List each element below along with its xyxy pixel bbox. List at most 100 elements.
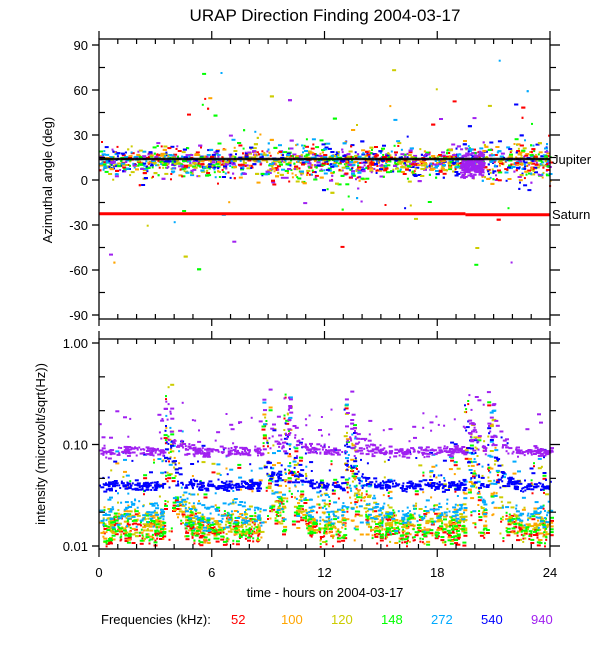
azimuth-point	[348, 163, 352, 166]
intensity-point-120	[527, 528, 529, 531]
intensity-point-120	[348, 486, 351, 489]
intensity-point-100	[350, 501, 353, 504]
intensity-point-148	[164, 504, 168, 507]
intensity-point-100	[520, 521, 523, 524]
intensity-point-272	[109, 496, 113, 499]
intensity-point-120	[305, 509, 308, 512]
intensity-point-148	[545, 536, 548, 539]
azimuth-point	[175, 148, 178, 150]
intensity-point-52	[543, 534, 546, 537]
intensity-point-120	[263, 464, 266, 467]
intensity-point-120	[173, 466, 176, 469]
azimuth-point	[528, 172, 532, 175]
intensity-point-120	[145, 529, 150, 532]
intensity-point-100	[435, 520, 440, 523]
intensity-point-120	[284, 471, 287, 474]
intensity-point-100	[323, 532, 328, 535]
azimuth-point	[316, 164, 321, 167]
intensity-point-120	[410, 515, 415, 518]
azimuth-point	[524, 170, 529, 173]
intensity-point-52	[122, 532, 127, 535]
intensity-point-148	[531, 515, 536, 518]
azimuth-point	[149, 164, 154, 167]
intensity-point-148	[127, 535, 132, 538]
intensity-point-148	[126, 519, 129, 522]
intensity-point-100	[489, 423, 494, 426]
azimuth-point	[305, 138, 308, 141]
intensity-point-148	[366, 517, 369, 520]
azimuth-point	[471, 175, 475, 178]
azimuth-point	[295, 155, 300, 158]
azimuth-point	[386, 153, 389, 156]
azimuth-point	[224, 163, 227, 165]
azimuth-point	[413, 170, 416, 173]
azimuth-point	[424, 154, 427, 157]
intensity-point-100	[295, 509, 298, 512]
intensity-point-100	[361, 496, 366, 499]
azimuth-point	[221, 176, 226, 178]
intensity-point-52	[114, 522, 119, 525]
azimuth-point	[533, 166, 538, 169]
intensity-point-52	[423, 513, 428, 515]
intensity-point-148	[453, 535, 456, 538]
azimuth-point	[446, 149, 449, 152]
intensity-point-52	[337, 497, 340, 500]
azimuth-point	[476, 161, 479, 164]
intensity-point-120	[418, 464, 423, 467]
azimuth-point	[179, 168, 182, 171]
azimuth-point	[430, 162, 433, 165]
azimuth-point	[231, 162, 236, 165]
intensity-point-148	[213, 530, 218, 533]
azimuth-point	[495, 174, 497, 177]
azimuth-point	[145, 165, 148, 168]
intensity-point-148	[522, 534, 525, 537]
intensity-point-100	[537, 538, 540, 541]
intensity-point-272	[106, 513, 111, 516]
azimuth-point	[416, 164, 421, 166]
intensity-point-148	[298, 505, 301, 507]
intensity-point-120	[354, 458, 357, 461]
azimuth-point	[328, 164, 331, 166]
azimuth-point	[491, 154, 496, 157]
azimuth-point	[166, 163, 169, 166]
intensity-point-120	[283, 429, 286, 431]
azimuth-point	[465, 163, 468, 166]
azimuth-point	[277, 171, 280, 174]
intensity-point-148	[150, 519, 153, 522]
intensity-point-100	[254, 518, 259, 521]
intensity-point-52	[518, 527, 523, 530]
azimuth-point	[548, 134, 551, 137]
intensity-point-100	[278, 484, 283, 487]
intensity-point-148	[530, 538, 535, 541]
intensity-point-52	[338, 534, 341, 537]
intensity-point-120	[373, 515, 378, 518]
intensity-point-148	[319, 528, 322, 531]
intensity-point-52	[126, 522, 129, 525]
intensity-point-148	[220, 535, 225, 538]
azimuth-point	[294, 165, 299, 168]
azimuth-point	[380, 167, 385, 170]
azimuth-point	[261, 155, 264, 158]
intensity-point-100	[148, 525, 153, 528]
intensity-point-52	[454, 490, 457, 493]
intensity-point-120	[166, 471, 169, 474]
intensity-point-100	[546, 523, 551, 526]
intensity-point-120	[117, 501, 119, 504]
intensity-point-52	[393, 514, 396, 517]
azimuth-point	[167, 165, 170, 168]
intensity-point-52	[105, 542, 110, 545]
azimuth-point	[402, 153, 407, 156]
azimuth-point	[205, 174, 210, 177]
intensity-point-52	[434, 512, 439, 515]
azimuth-point	[305, 145, 309, 148]
intensity-point-52	[281, 517, 284, 520]
intensity-point-52	[157, 533, 160, 536]
azimuth-point	[105, 153, 110, 156]
intensity-point-52	[167, 477, 172, 480]
azimuth-point	[351, 174, 356, 177]
intensity-point-272	[355, 494, 358, 497]
intensity-point-52	[456, 536, 461, 539]
intensity-point-100	[307, 529, 312, 532]
intensity-point-120	[119, 529, 122, 532]
intensity-point-52	[386, 519, 389, 522]
